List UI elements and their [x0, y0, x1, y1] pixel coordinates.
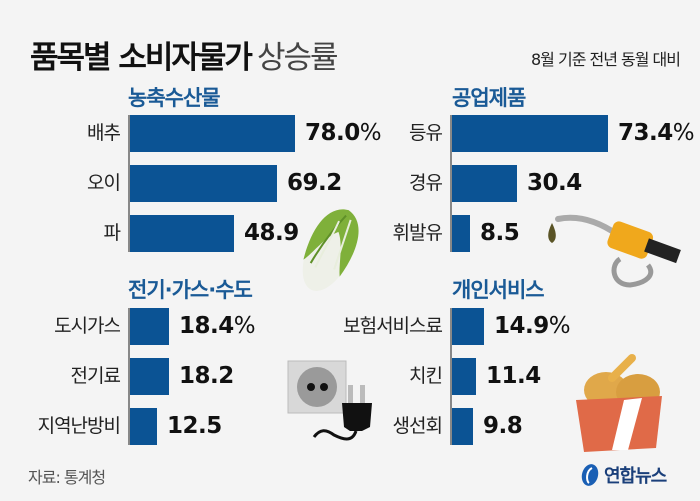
- category-label: 보험서비스료: [343, 315, 443, 337]
- value-label: 11.4: [486, 358, 541, 395]
- category-label: 도시가스: [54, 315, 121, 337]
- value-number: 69.2: [287, 170, 342, 196]
- category-label: 오이: [87, 172, 121, 194]
- bar: [130, 215, 234, 252]
- value-label: 12.5: [167, 408, 222, 445]
- value-number: 12.5: [167, 413, 222, 439]
- bar: [452, 115, 608, 152]
- fried-chicken-box-icon: [566, 348, 676, 462]
- axis-agriculture: [128, 115, 130, 252]
- category-label: 지역난방비: [37, 415, 121, 437]
- value-label: 18.4%: [179, 308, 256, 345]
- category-label: 생선회: [392, 415, 443, 437]
- value-number: 48.9: [244, 220, 299, 246]
- chart-title: 품목별 소비자물가 상승률: [30, 32, 339, 77]
- category-label: 파: [103, 222, 122, 244]
- value-number: 73.4: [618, 120, 673, 146]
- logo-text: 연합뉴스: [604, 466, 667, 487]
- category-label: 치킨: [409, 365, 443, 387]
- section-title-utilities: 전기·가스·수도: [128, 278, 253, 302]
- yonhap-logo-icon: [581, 464, 599, 486]
- title-bold: 품목별 소비자물가: [30, 40, 253, 76]
- value-label: 78.0%: [305, 115, 382, 152]
- section-title-personal-services: 개인서비스: [452, 278, 545, 302]
- percent-sign: %: [359, 120, 382, 146]
- value-number: 30.4: [527, 170, 582, 196]
- category-label: 등유: [409, 122, 443, 144]
- bar: [452, 358, 476, 395]
- value-label: 8.5: [480, 215, 520, 252]
- napa-cabbage-icon: [290, 200, 370, 304]
- axis-personal-services: [450, 308, 452, 445]
- yonhap-logo: 연합뉴스: [580, 462, 667, 488]
- axis-utilities: [128, 308, 130, 445]
- value-number: 78.0: [305, 120, 360, 146]
- power-outlet-plug-icon: [282, 357, 382, 451]
- bar: [130, 165, 277, 202]
- bar: [452, 215, 470, 252]
- title-light: 상승률: [256, 40, 339, 76]
- value-label: 30.4: [527, 165, 582, 202]
- value-label: 14.9%: [494, 308, 571, 345]
- source-note: 자료: 통계청: [28, 468, 106, 487]
- fuel-nozzle-icon: [538, 205, 688, 299]
- bar: [130, 115, 295, 152]
- section-title-agriculture: 농축수산물: [128, 86, 221, 110]
- bar: [130, 408, 157, 445]
- bar: [452, 165, 517, 202]
- value-number: 14.9: [494, 313, 549, 339]
- value-label: 18.2: [179, 358, 234, 395]
- value-label: 73.4%: [618, 115, 695, 152]
- subtitle: 8월 기준 전년 동월 대비: [530, 50, 681, 69]
- value-number: 18.4: [179, 313, 234, 339]
- category-label: 휘발유: [392, 222, 443, 244]
- value-label: 69.2: [287, 165, 342, 202]
- section-title-industrial: 공업제품: [452, 86, 526, 110]
- percent-sign: %: [233, 313, 256, 339]
- percent-sign: %: [672, 120, 695, 146]
- category-label: 배추: [87, 122, 121, 144]
- category-label: 경유: [409, 172, 443, 194]
- bar: [130, 308, 169, 345]
- bar: [452, 308, 484, 345]
- value-number: 9.8: [483, 413, 523, 439]
- value-label: 9.8: [483, 408, 523, 445]
- value-number: 18.2: [179, 363, 234, 389]
- value-number: 11.4: [486, 363, 541, 389]
- bar: [452, 408, 473, 445]
- axis-industrial: [450, 115, 452, 252]
- value-number: 8.5: [480, 220, 520, 246]
- value-label: 48.9: [244, 215, 299, 252]
- category-label: 전기료: [70, 365, 121, 387]
- bar: [130, 358, 169, 395]
- percent-sign: %: [548, 313, 571, 339]
